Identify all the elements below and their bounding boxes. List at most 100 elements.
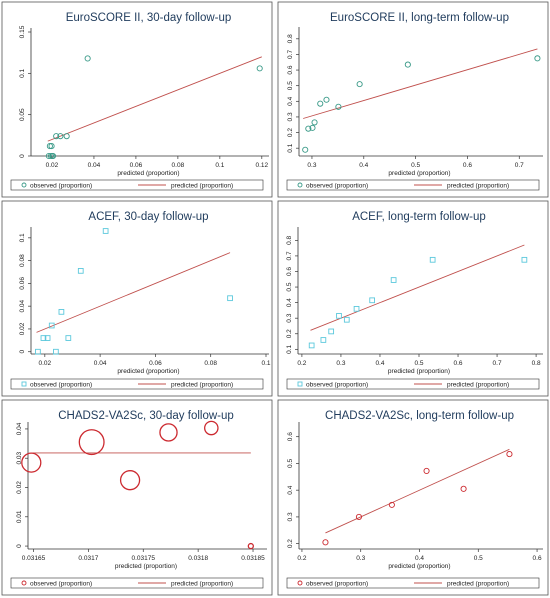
legend-marker-observed bbox=[21, 381, 27, 387]
x-tick-label: 0.02 bbox=[46, 162, 59, 169]
x-tick-label: 0.5 bbox=[414, 360, 423, 367]
x-tick-label: 0.06 bbox=[149, 360, 162, 367]
observed-point bbox=[369, 297, 376, 304]
legend-marker-observed bbox=[21, 182, 27, 188]
predicted-line bbox=[303, 48, 538, 119]
x-tick-label: 0.3 bbox=[336, 360, 345, 367]
y-tick-label: 0.6 bbox=[287, 432, 294, 441]
legend-label-predicted: predicted (proportion) bbox=[171, 381, 233, 388]
y-tick-label: 0.08 bbox=[19, 254, 26, 267]
observed-point bbox=[78, 429, 105, 456]
y-tick-label: 0.4 bbox=[286, 298, 293, 307]
x-tick-label: 0.8 bbox=[532, 360, 541, 367]
x-tick-label: 0.06 bbox=[130, 162, 143, 169]
y-tick-label: 0.03 bbox=[16, 452, 23, 465]
y-tick-label: 0 bbox=[19, 154, 26, 158]
x-tick-label: 0.4 bbox=[359, 162, 368, 169]
legend: observed (proportion) predicted (proporti… bbox=[10, 577, 264, 589]
legend-marker-observed bbox=[297, 182, 303, 188]
x-axis-label: predicted (proportion) bbox=[388, 170, 450, 177]
observed-point bbox=[423, 467, 430, 474]
x-tick-label: 0.2 bbox=[297, 360, 306, 367]
legend-label-observed: observed (proportion) bbox=[306, 381, 368, 388]
x-axis-label: predicted (proportion) bbox=[388, 563, 450, 570]
observed-point bbox=[356, 81, 363, 88]
y-tick-label: 0.3 bbox=[287, 112, 294, 121]
observed-point bbox=[322, 539, 329, 546]
x-tick-label: 0.04 bbox=[88, 162, 101, 169]
chart-panel-6: CHADS2-VA2Sc, long-term follow-up 0.2 0.3 0… bbox=[277, 399, 549, 596]
observed-point bbox=[204, 420, 219, 436]
observed-point bbox=[21, 452, 42, 473]
observed-point bbox=[119, 470, 141, 491]
chart-panel-4: ACEF, long-term follow-up 0.1 0.2 0.3 0.4 0.5… bbox=[277, 200, 549, 397]
observed-point bbox=[404, 61, 411, 68]
y-tick-label: 0.1 bbox=[19, 68, 26, 77]
observed-point bbox=[57, 133, 64, 140]
legend: observed (proportion) predicted (proporti… bbox=[286, 577, 540, 589]
y-tick-label: 0.7 bbox=[287, 50, 294, 59]
observed-point bbox=[388, 501, 395, 508]
y-tick-label: 0.01 bbox=[16, 510, 23, 523]
legend: observed (proportion) predicted (proporti… bbox=[10, 378, 264, 390]
x-tick-label: 0.0317 bbox=[78, 555, 98, 562]
chart-panel-2: EuroSCORE II, long-term follow-up 0.1 0.2 0… bbox=[277, 1, 549, 198]
y-tick-label: 0.7 bbox=[286, 251, 293, 260]
x-tick-label: 0.03175 bbox=[132, 555, 156, 562]
observed-point bbox=[317, 100, 324, 107]
observed-point bbox=[48, 143, 55, 150]
panel-frame bbox=[277, 1, 549, 198]
y-tick-label: 0.5 bbox=[287, 81, 294, 90]
legend: observed (proportion) predicted (proporti… bbox=[286, 378, 540, 390]
x-axis-label: predicted (proportion) bbox=[115, 563, 177, 570]
y-tick-label: 0.4 bbox=[287, 485, 294, 494]
observed-point bbox=[77, 268, 84, 274]
observed-point bbox=[63, 133, 70, 140]
legend-label-observed: observed (proportion) bbox=[30, 182, 92, 189]
legend-label-observed: observed (proportion) bbox=[306, 580, 368, 587]
y-tick-label: 0.1 bbox=[287, 143, 294, 152]
y-tick-label: 0 bbox=[16, 544, 23, 548]
y-tick-label: 0.6 bbox=[286, 267, 293, 276]
observed-point bbox=[460, 485, 467, 492]
legend-label-observed: observed (proportion) bbox=[30, 381, 92, 388]
y-tick-label: 0.06 bbox=[19, 277, 26, 290]
x-tick-label: 0.03185 bbox=[241, 555, 265, 562]
observed-point bbox=[521, 256, 528, 263]
observed-point bbox=[302, 146, 309, 153]
legend-label-predicted: predicted (proportion) bbox=[447, 580, 509, 587]
y-tick-label: 0.2 bbox=[287, 539, 294, 548]
observed-point bbox=[309, 124, 316, 131]
y-tick-label: 0.04 bbox=[19, 299, 26, 312]
observed-point bbox=[335, 103, 342, 110]
observed-point bbox=[40, 335, 47, 341]
chart-title: EuroSCORE II, long-term follow-up bbox=[330, 12, 509, 24]
y-tick-label: 0.6 bbox=[287, 65, 294, 74]
legend-box bbox=[286, 179, 540, 191]
observed-point bbox=[227, 295, 233, 302]
x-tick-label: 0.3 bbox=[307, 162, 316, 169]
legend-label-predicted: predicted (proportion) bbox=[447, 381, 509, 388]
x-tick-label: 0.7 bbox=[493, 360, 502, 367]
observed-point bbox=[308, 342, 315, 349]
panel-frame bbox=[1, 399, 273, 596]
y-tick-label: 0.05 bbox=[19, 108, 26, 121]
y-tick-label: 0.3 bbox=[287, 512, 294, 521]
observed-point bbox=[256, 65, 263, 72]
chart-title: ACEF, 30-day follow-up bbox=[88, 211, 208, 223]
legend-label-predicted: predicted (proportion) bbox=[171, 580, 233, 587]
observed-point bbox=[65, 335, 72, 341]
legend-label-observed: observed (proportion) bbox=[30, 580, 92, 587]
observed-point bbox=[534, 55, 541, 62]
legend-box bbox=[10, 378, 264, 390]
observed-point bbox=[305, 125, 312, 132]
x-tick-label: 0.4 bbox=[375, 360, 384, 367]
y-tick-label: 0.02 bbox=[16, 481, 23, 494]
observed-point bbox=[353, 305, 360, 312]
chart-panel-5: CHADS2-VA2Sc, 30-day follow-up 0 0.01 0.02 0… bbox=[1, 399, 273, 596]
legend-box bbox=[10, 577, 264, 589]
x-tick-label: 0.0318 bbox=[188, 555, 208, 562]
chart-panel-1: EuroSCORE II, 30-day follow-up 0 0.05 0.1 0.… bbox=[1, 1, 273, 198]
chart-title: CHADS2-VA2Sc, 30-day follow-up bbox=[58, 410, 234, 422]
